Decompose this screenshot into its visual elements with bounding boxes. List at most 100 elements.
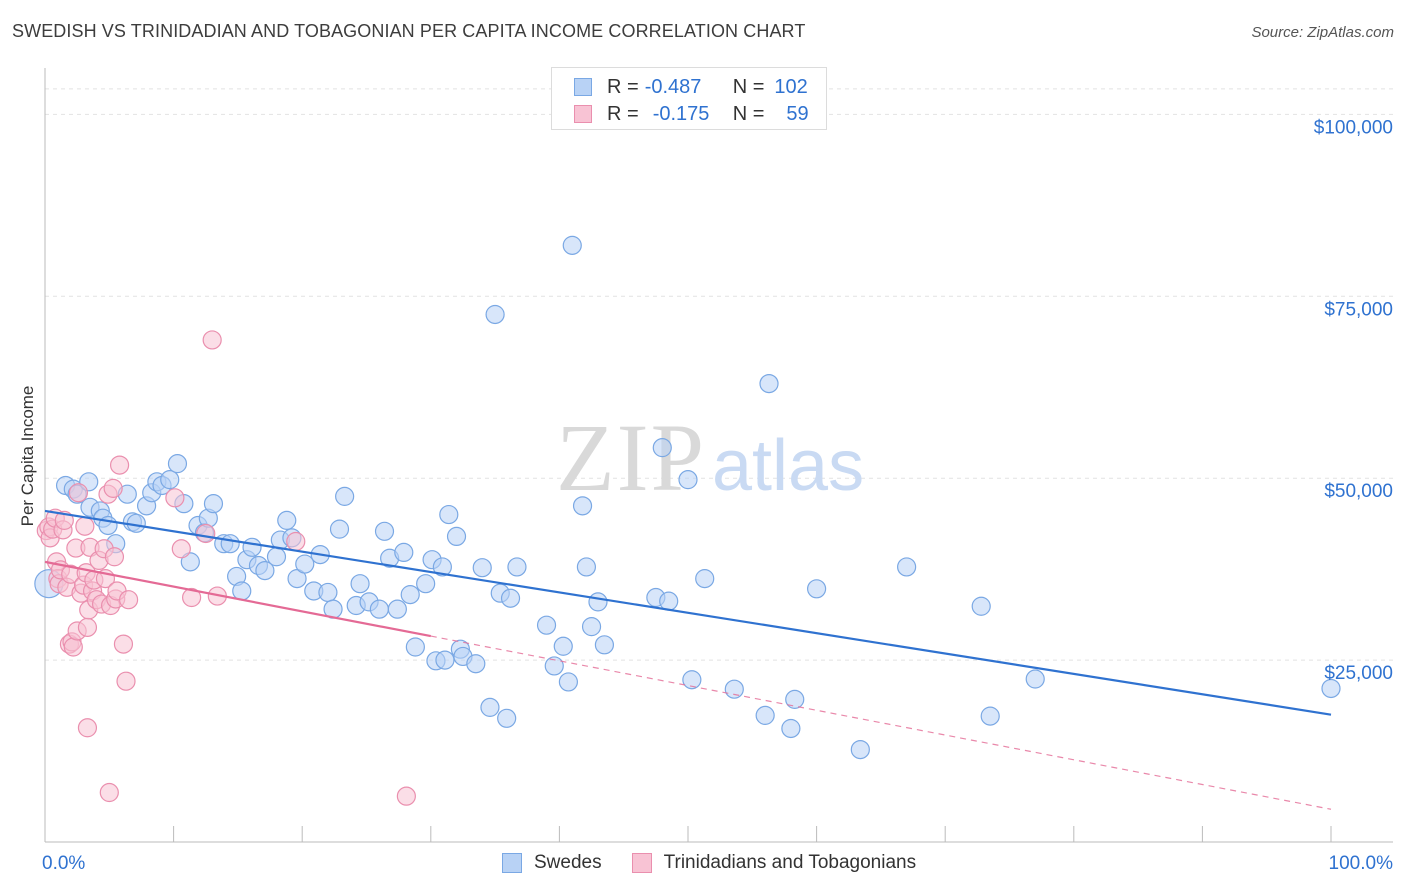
swede-point-51 (387, 599, 407, 619)
swede-point-48 (369, 599, 389, 619)
chart-title: SWEDISH VS TRINIDADIAN AND TOBAGONIAN PE… (12, 21, 806, 41)
swede-point-91 (781, 718, 801, 739)
swede-point-99 (1321, 678, 1341, 699)
trend-line-trinidadians-solid (44, 560, 432, 638)
trinidadian-point-15 (63, 637, 83, 657)
swede-point-55 (416, 574, 436, 594)
swede-point-67 (485, 304, 505, 325)
swede-point-89 (755, 705, 775, 725)
swede-point-79 (581, 617, 602, 637)
swede-point-26 (220, 534, 240, 554)
swede-point-41 (318, 582, 338, 603)
y-tick-label-1: $50,000 (1324, 481, 1393, 502)
swede-point-28 (232, 581, 252, 601)
legend-n-label: N = (732, 75, 765, 98)
swede-point-53 (400, 585, 420, 605)
swede-point-88 (724, 679, 744, 699)
trinidadian-point-47 (182, 587, 202, 608)
legend-r-label: R = (607, 75, 639, 98)
swede-point-94 (850, 739, 870, 760)
trinidadian-point-38 (104, 547, 125, 567)
swede-point-24 (203, 494, 224, 514)
watermark: ZIP atlas (556, 404, 864, 511)
legend-swatch-blue (574, 78, 592, 96)
swede-point-70 (500, 588, 521, 608)
legend-r-value: -0.487 (644, 75, 702, 98)
series-trinidadians-points (36, 330, 416, 806)
swede-point-81 (594, 635, 615, 655)
swede-point-75 (558, 672, 579, 692)
swede-point-66 (480, 697, 500, 717)
swede-point-54 (405, 637, 425, 657)
swede-point-77 (572, 496, 593, 516)
legend-n-label: N = (732, 102, 765, 125)
swatch-swedes (502, 853, 522, 873)
legend-item-swedes[interactable]: Swedes (502, 852, 602, 874)
legend-r-label: R = (607, 102, 639, 125)
legend-r-value: -0.175 (652, 102, 710, 125)
swede-point-85 (678, 470, 698, 490)
x-tick-label-max: 100.0% (1329, 853, 1394, 874)
source-label: Source: ZipAtlas.com (1251, 24, 1394, 41)
trinidadian-point-51 (286, 531, 306, 552)
swede-point-49 (374, 521, 395, 541)
swede-point-97 (980, 706, 1000, 726)
y-axis-label: Per Capita Income (18, 385, 37, 527)
trinidadian-point-48 (196, 523, 216, 544)
trinidadian-point-45 (165, 488, 185, 508)
swede-point-71 (507, 557, 527, 577)
x-tick-label-min: 0.0% (42, 853, 85, 874)
swede-point-17 (160, 470, 180, 490)
swede-point-61 (446, 526, 467, 547)
swede-point-18 (167, 454, 188, 474)
swede-point-87 (695, 569, 715, 589)
swede-point-90 (759, 374, 779, 394)
watermark-zip: ZIP (556, 404, 706, 511)
y-tick-label-2: $75,000 (1324, 299, 1393, 320)
swede-point-69 (497, 708, 517, 728)
swede-point-30 (242, 537, 262, 557)
trinidadian-point-24 (77, 718, 98, 738)
series-legend: Swedes Trinidadians and Tobagonians (502, 852, 946, 874)
swede-point-86 (682, 670, 702, 690)
y-tick-label-0: $25,000 (1324, 663, 1393, 684)
swatch-trinidadians (631, 853, 652, 873)
legend-swatch-pink (574, 105, 592, 123)
trinidadian-point-21 (75, 516, 95, 536)
legend-n-value: 102 (774, 75, 808, 98)
legend-label-swedes: Swedes (534, 852, 602, 873)
tick-labels: $25,000 $50,000 $75,000 $100,000 0.0% 100.0% (42, 117, 1393, 874)
swede-point-52 (394, 542, 414, 563)
trinidadian-point-18 (68, 483, 89, 503)
trinidadian-point-37 (103, 478, 123, 498)
trend-line-trinidadians-dashed (430, 635, 1332, 810)
trinidadian-point-23 (77, 617, 98, 637)
swede-point-80 (588, 592, 608, 612)
legend-label-trinidadians: Trinidadians and Tobagonians (663, 852, 917, 873)
trend-line-swedes (44, 509, 1332, 716)
swede-point-65 (472, 558, 492, 578)
trinidadian-point-44 (118, 590, 139, 610)
swede-point-38 (295, 554, 315, 574)
swede-point-83 (652, 438, 672, 458)
swede-point-44 (335, 486, 355, 506)
swede-point-64 (466, 654, 486, 674)
swede-point-78 (576, 557, 597, 577)
swede-point-43 (329, 519, 350, 539)
swede-point-96 (971, 596, 991, 616)
y-tick-label-3: $100,000 (1314, 117, 1393, 138)
swede-point-84 (659, 591, 679, 611)
swede-point-32 (255, 560, 275, 581)
watermark-atlas: atlas (712, 426, 864, 506)
trinidadian-point-46 (171, 539, 191, 559)
swede-point-60 (439, 504, 459, 525)
gridlines (45, 88, 1393, 661)
trinidadian-point-41 (109, 455, 130, 475)
stats-legend: R = -0.487 N = 102 R = -0.175 N = 59 (551, 67, 827, 130)
swede-point-20 (180, 552, 200, 572)
swede-point-72 (536, 615, 557, 635)
legend-item-trinidadians[interactable]: Trinidadians and Tobagonians (631, 852, 917, 874)
legend-row-trinidadians: R = -0.175 N = 59 (574, 101, 809, 127)
swede-point-58 (432, 557, 452, 577)
